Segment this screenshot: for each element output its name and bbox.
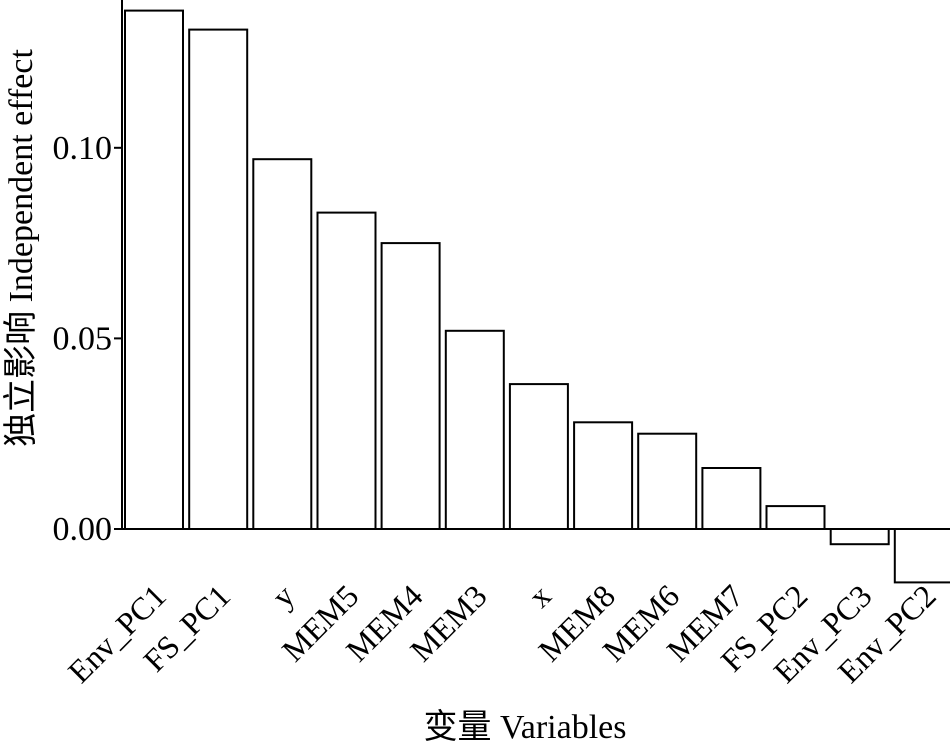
x-axis-title: 变量 Variables xyxy=(423,708,626,745)
y-axis-title: 独立影响 Independent effect xyxy=(2,49,40,447)
y-ticks-group: 0.00 0.05 0.10 xyxy=(53,130,122,548)
bar-MEM3 xyxy=(444,329,505,530)
bar-y xyxy=(252,158,313,530)
bar-Env_PC2 xyxy=(893,528,950,584)
y-tick-label: 0.05 xyxy=(53,320,113,357)
bar-Env_PC3 xyxy=(829,528,890,546)
bars-group xyxy=(124,9,950,584)
x-tick-label: y xyxy=(264,577,301,614)
bar-MEM7 xyxy=(701,467,762,530)
bar-Env_PC1 xyxy=(124,9,184,531)
bar-FS_PC2 xyxy=(765,505,826,531)
bar-MEM8 xyxy=(573,421,634,530)
y-tick-label: 0.00 xyxy=(53,511,113,548)
x-tick-label: x xyxy=(521,577,558,614)
axes-group xyxy=(121,0,950,530)
bar-MEM4 xyxy=(380,242,441,530)
bar-FS_PC1 xyxy=(188,28,249,530)
bar-x xyxy=(508,383,569,530)
bar-MEM5 xyxy=(316,211,377,530)
bar-MEM6 xyxy=(637,432,698,531)
y-tick-label: 0.10 xyxy=(53,130,113,167)
